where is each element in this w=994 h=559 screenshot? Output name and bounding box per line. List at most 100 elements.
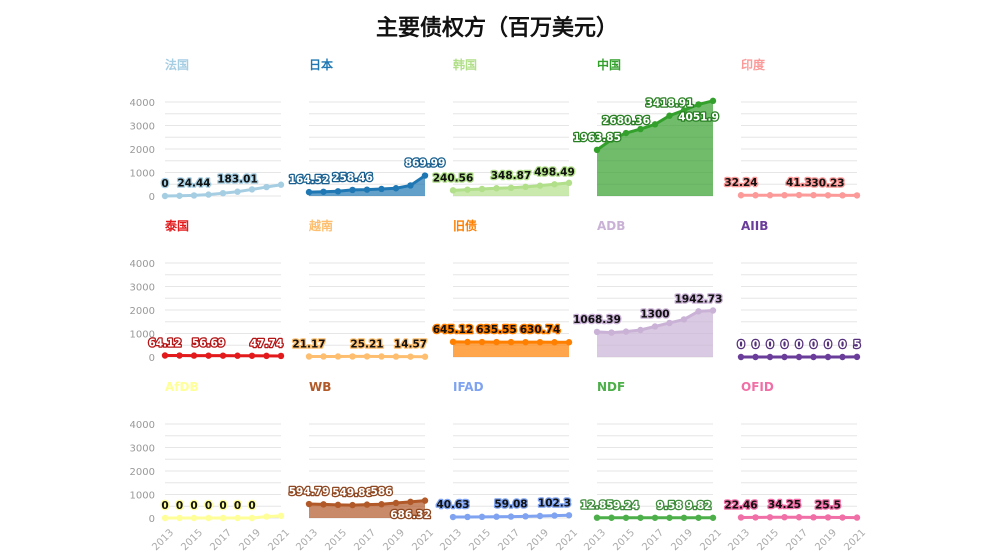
data-point	[378, 353, 385, 360]
data-label: 0	[190, 500, 197, 512]
data-point	[666, 319, 673, 327]
data-label: 9.58	[657, 500, 683, 512]
data-point	[507, 338, 515, 346]
data-point	[176, 192, 183, 199]
y-tick-label: 1000	[130, 491, 155, 502]
x-tick-label: 2015	[467, 527, 493, 553]
data-point	[551, 339, 558, 346]
data-point	[392, 499, 400, 507]
data-point	[263, 183, 270, 191]
data-label: 40.63	[436, 499, 469, 511]
data-label: 0	[161, 178, 168, 190]
y-tick-label: 2000	[130, 306, 155, 317]
x-tick-label: 2021	[410, 527, 436, 553]
data-label: 0	[795, 339, 802, 351]
data-label: 0	[752, 339, 759, 351]
data-label: 30.23	[811, 177, 844, 189]
data-label: 5	[853, 339, 860, 351]
x-tick-label: 2017	[640, 527, 666, 553]
data-point	[219, 189, 227, 197]
data-label: 47.74	[250, 338, 283, 350]
data-point	[320, 353, 327, 360]
y-tick-label: 0	[149, 192, 155, 203]
data-point	[334, 501, 342, 509]
data-label: 635.55	[476, 324, 517, 336]
data-point	[392, 353, 400, 360]
panel-title: 泰国	[164, 218, 189, 233]
data-point	[363, 353, 371, 360]
x-tick-label: 2013	[294, 527, 320, 553]
data-label: 56.69	[192, 338, 225, 350]
y-tick-label: 3000	[130, 122, 155, 133]
data-point	[781, 513, 788, 521]
data-label: 1300	[640, 308, 669, 320]
data-label: 1963.85	[573, 132, 621, 144]
data-point	[737, 514, 745, 521]
data-point	[839, 192, 846, 199]
data-label: 25.21	[350, 338, 383, 350]
x-tick-label: 2015	[755, 527, 781, 553]
data-point	[810, 353, 817, 361]
panel-title: 印度	[741, 57, 766, 72]
data-label: 25.5	[815, 499, 841, 511]
data-label: 3418.91	[646, 98, 694, 110]
data-label: 32.24	[724, 177, 757, 189]
data-point	[824, 353, 832, 361]
data-point	[637, 326, 644, 334]
data-point	[695, 514, 702, 521]
data-label: 4051.9	[678, 111, 719, 123]
data-point	[536, 338, 544, 346]
data-point	[478, 185, 486, 193]
data-point	[522, 513, 529, 520]
data-point	[637, 514, 644, 521]
data-point	[608, 514, 615, 521]
data-point	[421, 497, 429, 504]
panel-title: 中国	[597, 57, 621, 72]
data-point	[205, 352, 212, 359]
data-label: 9.24	[613, 500, 639, 512]
data-point	[709, 307, 717, 314]
data-label: 498.49	[534, 166, 575, 178]
y-tick-label: 4000	[130, 259, 155, 270]
data-point	[493, 185, 500, 192]
series-area	[453, 341, 569, 357]
data-point	[680, 514, 688, 521]
x-tick-label: 2021	[698, 527, 724, 553]
data-label: 686.32	[390, 509, 431, 521]
data-label: 0	[810, 339, 817, 351]
x-tick-label: 2019	[813, 527, 839, 553]
x-tick-label: 2013	[582, 527, 608, 553]
data-point	[305, 353, 313, 360]
data-label: 549.88	[332, 487, 373, 499]
data-point	[464, 186, 471, 193]
data-label: 1942.73	[675, 293, 723, 305]
data-point	[277, 352, 285, 360]
data-label: 630.74	[520, 324, 561, 336]
x-tick-label: 2015	[323, 527, 349, 553]
data-point	[334, 188, 342, 195]
data-label: 0	[161, 500, 168, 512]
data-point	[190, 192, 198, 199]
data-point	[205, 514, 212, 522]
data-point	[478, 513, 486, 521]
data-label: 0	[176, 500, 183, 512]
data-point	[536, 512, 544, 520]
x-tick-label: 2015	[611, 527, 637, 553]
data-point	[536, 182, 544, 189]
x-tick-label: 2021	[554, 527, 580, 553]
data-point	[666, 514, 673, 521]
data-label: 102.3	[538, 498, 571, 510]
data-point	[593, 514, 601, 521]
x-tick-label: 2013	[438, 527, 464, 553]
data-label: 0	[248, 500, 255, 512]
data-point	[795, 353, 803, 361]
panel-title: AIIB	[741, 219, 768, 233]
data-point	[234, 352, 241, 359]
data-point	[234, 514, 241, 522]
data-label: 34.25	[768, 499, 801, 511]
data-label: 0	[839, 339, 846, 351]
y-tick-label: 4000	[130, 420, 155, 431]
data-label: 0	[824, 339, 831, 351]
data-point	[853, 192, 861, 199]
